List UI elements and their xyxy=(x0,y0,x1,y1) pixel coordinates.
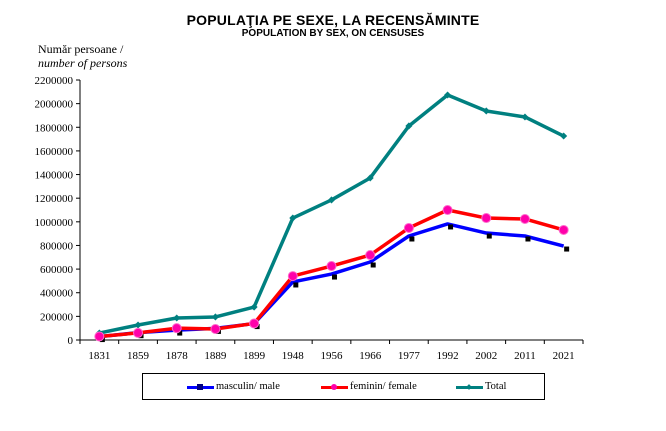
x-tick-label: 1878 xyxy=(166,350,189,362)
y-tick-label: 0 xyxy=(68,335,74,347)
legend-swatch-male xyxy=(187,380,214,394)
data-point-female xyxy=(287,271,298,282)
data-point-total xyxy=(405,122,413,130)
data-point-male xyxy=(564,246,570,252)
legend-label-male: masculin/ male xyxy=(216,381,280,392)
y-axis-label: Număr persoane / xyxy=(38,42,124,56)
x-tick-label: 1992 xyxy=(437,350,459,362)
data-point-male xyxy=(448,224,454,230)
legend-label-total: Total xyxy=(485,381,507,392)
data-point-total xyxy=(482,107,490,115)
data-point-male xyxy=(486,233,492,239)
data-point-female xyxy=(94,331,105,342)
legend-item-total: Total xyxy=(456,374,506,399)
data-point-total xyxy=(289,214,297,222)
data-point-female xyxy=(249,318,260,329)
x-tick-label: 2011 xyxy=(514,350,536,362)
data-point-total xyxy=(366,174,374,182)
y-tick-label: 2000000 xyxy=(35,99,74,111)
x-tick-label: 1889 xyxy=(204,350,227,362)
data-point-female xyxy=(365,250,376,261)
series-line-total xyxy=(98,93,565,335)
data-point-total xyxy=(173,314,181,322)
x-tick-label: 2002 xyxy=(475,350,497,362)
data-point-male xyxy=(293,282,299,288)
data-point-total xyxy=(521,113,529,121)
x-tick-label: 1859 xyxy=(127,350,150,362)
legend-swatch-female xyxy=(321,380,348,394)
data-point-female xyxy=(403,222,414,233)
data-point-female xyxy=(133,327,144,338)
x-tick-label: 1831 xyxy=(88,350,110,362)
data-point-total xyxy=(134,321,142,329)
series-layer xyxy=(94,91,570,343)
data-point-male xyxy=(409,236,415,242)
data-point-female xyxy=(442,205,453,215)
data-point-female xyxy=(210,324,221,335)
data-point-total xyxy=(560,132,568,140)
y-tick-label: 600000 xyxy=(40,264,74,276)
data-point-male xyxy=(177,330,183,336)
series-male xyxy=(99,222,570,343)
data-point-male xyxy=(332,274,337,280)
x-tick-label: 2021 xyxy=(553,350,575,362)
series-female xyxy=(94,205,569,342)
y-tick-label: 800000 xyxy=(40,240,74,252)
x-tick-label: 1977 xyxy=(398,350,421,362)
y-tick-label: 1600000 xyxy=(35,146,74,158)
data-point-female xyxy=(171,323,182,334)
data-point-total xyxy=(250,303,258,311)
legend-item-female: feminin/ female xyxy=(321,374,417,399)
data-point-female xyxy=(326,261,337,272)
series-total xyxy=(95,91,568,337)
x-tick-label: 1966 xyxy=(359,350,382,362)
legend-label-female: feminin/ female xyxy=(350,381,417,392)
y-tick-label: 200000 xyxy=(40,311,74,323)
y-tick-label: 2200000 xyxy=(35,75,74,87)
y-tick-label: 1200000 xyxy=(35,193,74,205)
legend-swatch-total xyxy=(456,380,483,394)
data-point-total xyxy=(444,91,452,99)
chart-subtitle: POPULATION BY SEX, ON CENSUSES xyxy=(241,28,425,39)
x-tick-label: 1948 xyxy=(282,350,305,362)
x-tick-label: 1956 xyxy=(321,350,344,362)
legend-item-male: masculin/ male xyxy=(187,374,280,399)
y-tick-label: 1400000 xyxy=(35,170,74,182)
data-point-total xyxy=(211,313,219,321)
y-axis-label-en: number of persons xyxy=(38,56,128,70)
data-point-female xyxy=(481,213,492,224)
y-tick-label: 1000000 xyxy=(35,217,74,229)
legend: masculin/ male feminin/ female Total xyxy=(142,373,545,400)
axes: 0 200000 400000 600000 800000 1000000 1200000 1… xyxy=(35,75,584,362)
chart-title: POPULAŢIA PE SEXE, LA RECENSĂMINTE xyxy=(186,12,480,28)
data-point-male xyxy=(370,262,376,268)
data-point-male xyxy=(525,236,531,242)
y-tick-label: 400000 xyxy=(40,288,74,300)
x-tick-label: 1899 xyxy=(243,350,266,362)
y-tick-label: 1800000 xyxy=(35,122,74,134)
data-point-female xyxy=(558,224,569,235)
data-point-total xyxy=(327,196,336,204)
data-point-female xyxy=(519,213,530,224)
